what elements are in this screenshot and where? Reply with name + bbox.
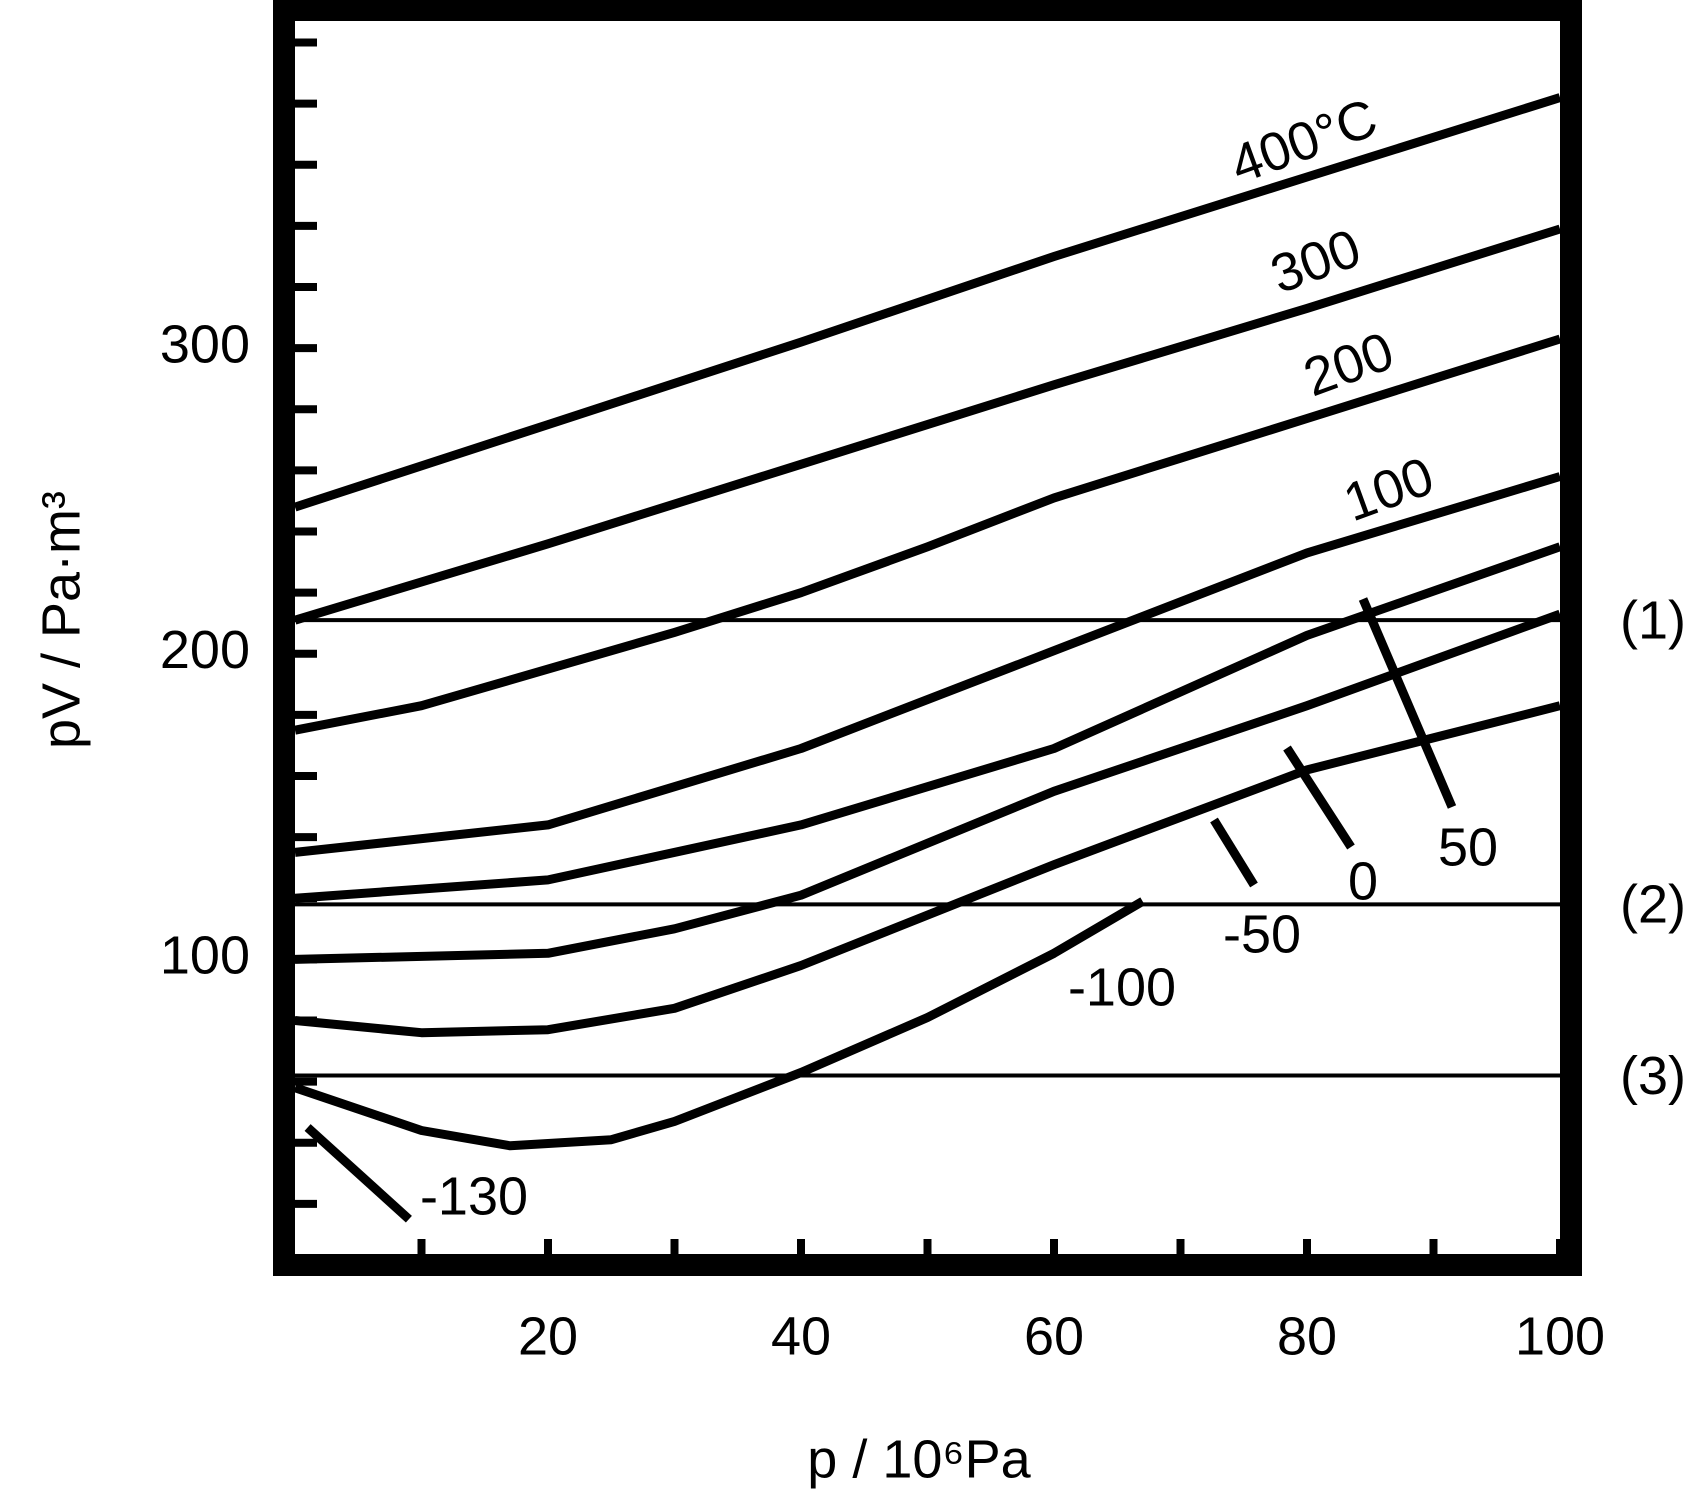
x-tick-label: 40 bbox=[771, 1306, 831, 1366]
marker-line bbox=[1358, 597, 1457, 809]
marker-lines bbox=[1210, 597, 1457, 888]
marker-line bbox=[1283, 745, 1355, 850]
y-axis-label: pV / Pa·m³ bbox=[31, 491, 91, 749]
y-tick-label: 300 bbox=[160, 314, 250, 374]
series-label: -130 bbox=[420, 1166, 528, 1226]
reference-label: (1) bbox=[1620, 590, 1686, 650]
isotherm bbox=[304, 1124, 412, 1223]
x-tick-label: 80 bbox=[1277, 1306, 1337, 1366]
x-tick-label: 100 bbox=[1515, 1306, 1605, 1366]
reference-label: (2) bbox=[1620, 875, 1686, 935]
x-axis-label: p / 10⁶Pa bbox=[807, 1429, 1031, 1489]
series-label: 50 bbox=[1438, 817, 1498, 877]
isotherm bbox=[294, 542, 1562, 903]
isotherm bbox=[294, 609, 1562, 964]
isotherm bbox=[294, 701, 1562, 1038]
marker-line bbox=[1210, 817, 1258, 888]
series-label: 0 bbox=[1348, 851, 1378, 911]
y-tick-label: 100 bbox=[160, 926, 250, 986]
series-label: -50 bbox=[1223, 904, 1301, 964]
reference-label: (3) bbox=[1620, 1046, 1686, 1106]
isotherm bbox=[293, 224, 1562, 625]
y-tick-label: 200 bbox=[160, 620, 250, 680]
series-label: -100 bbox=[1068, 957, 1176, 1017]
isotherm bbox=[293, 897, 1145, 1151]
isotherm bbox=[294, 472, 1562, 857]
isotherm bbox=[293, 93, 1562, 512]
x-tick-label: 20 bbox=[518, 1306, 578, 1366]
isotherm bbox=[294, 334, 1562, 735]
x-tick-label: 60 bbox=[1024, 1306, 1084, 1366]
